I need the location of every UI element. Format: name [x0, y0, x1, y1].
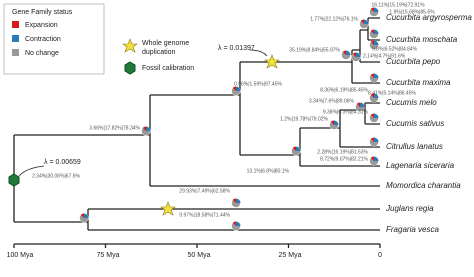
node-label: 9.8%|6.52%|84.84% — [372, 46, 418, 52]
pie-slice — [356, 52, 361, 57]
node-label: 0.96%|1.59%|97.45% — [234, 81, 282, 87]
pie-slice — [370, 113, 374, 118]
legend-swatch — [12, 49, 19, 56]
node-label: 9.38%|6.3%|84.31% — [323, 109, 369, 115]
pie-slice — [142, 126, 146, 131]
pie-slice — [360, 102, 365, 107]
legend-label: Expansion — [25, 22, 58, 29]
taxon-label: Cucurbita moschata — [386, 35, 458, 44]
taxon-label: Cucurbita pepo — [386, 57, 441, 66]
pie-slice — [374, 29, 379, 34]
legend-swatch — [12, 21, 19, 28]
pie-slice — [370, 29, 374, 34]
legend-title: Gene Family status — [12, 9, 73, 16]
axis — [13, 243, 381, 248]
node-label: 35.19%|8.84%|55.97% — [289, 47, 340, 53]
node-label: 2.14%|4.7%|91.6% — [363, 53, 406, 59]
legend-label: duplication — [142, 49, 176, 56]
pie-slice — [296, 146, 301, 151]
pie-slice — [374, 40, 379, 45]
pie-slice — [334, 120, 339, 125]
node-label: 29.93%|7.49%|62.58% — [179, 188, 230, 194]
node-label: 8.36%|6.19%|85.45% — [320, 87, 368, 93]
taxon-label: Cucumis melo — [386, 98, 437, 107]
pie-slice — [80, 213, 84, 218]
pie-slice — [370, 93, 374, 98]
axis-label: 100 Mya — [7, 252, 34, 259]
lambda-label: λ = 0.00659 — [44, 159, 81, 166]
wgd-star — [264, 54, 280, 69]
pie-slice — [374, 113, 379, 118]
pie-slice — [232, 221, 236, 226]
pie-slice — [360, 19, 364, 24]
taxon-label: Fragaria vesca — [386, 225, 439, 234]
legend-hexagon — [124, 61, 136, 75]
pie-slice — [374, 7, 379, 12]
node-label: 2.28%|16.19%|81.53% — [317, 149, 368, 155]
pie-slice — [236, 86, 241, 91]
pie-slice — [146, 126, 151, 131]
node-label: 3.34%|7.6%|89.06% — [309, 98, 355, 104]
axis-label: 0 — [378, 252, 382, 259]
pie-slice — [346, 50, 351, 55]
node-label: 1.9%|15.68%|85.6% — [389, 9, 435, 15]
taxon-label: Momordica charantia — [386, 181, 461, 190]
pie-slice — [84, 213, 89, 218]
pie-slice — [374, 137, 379, 142]
lambda-label: λ = 0.01397 — [218, 45, 255, 52]
node-label: 2.34%|30.06%|67.6% — [32, 173, 80, 179]
taxon-label: Cucumis sativus — [386, 119, 444, 128]
pie-slice — [236, 198, 241, 203]
node-label: 1.77%|22.12%|76.1% — [310, 16, 358, 22]
legend-box — [3, 3, 105, 75]
pie-slice — [370, 7, 374, 12]
legend-swatch — [12, 35, 19, 42]
pie-slice — [370, 73, 374, 78]
pie-slice — [232, 86, 236, 91]
axis-label: 75 Mya — [97, 252, 120, 259]
taxon-label: Cucurbita maxima — [386, 78, 451, 87]
arrow — [249, 49, 268, 57]
legend-label: Whole genome — [142, 40, 189, 47]
pie-slice — [292, 146, 296, 151]
legend-label: No change — [25, 50, 59, 57]
axis-label: 50 Mya — [188, 252, 211, 259]
pie-slice — [370, 156, 374, 161]
pie-slice — [330, 120, 334, 125]
legend-label: Contraction — [25, 36, 61, 43]
pie-slice — [374, 156, 379, 161]
node-label: 3.66%|17.82%|78.34% — [89, 125, 140, 131]
taxon-label: Cucurbita argyrosperma — [386, 13, 472, 22]
pie-slice — [374, 93, 379, 98]
legend: Gene Family status Expansion Contraction… — [3, 3, 194, 75]
node-label: 16.11%|15.19%|72.91% — [371, 2, 425, 8]
pie-slice — [364, 19, 369, 24]
pie-slice — [370, 40, 374, 45]
pie-slice — [370, 137, 374, 142]
wgd-star — [160, 201, 176, 216]
legend-label: Fossil calibration — [142, 65, 194, 72]
pie-slice — [356, 102, 360, 107]
arrow — [18, 165, 45, 177]
node-label: 1.2%|19.78%|79.02% — [280, 116, 328, 122]
pie-slice — [352, 52, 356, 57]
node-label: 9.97%|18.58%|71.44% — [179, 212, 230, 218]
node-label: 8.41%|5.14%|86.45% — [368, 90, 416, 96]
labels: Cucurbita argyrosperma Cucurbita moschata… — [7, 2, 473, 259]
node-label: 8.72%|9.07%|82.21% — [320, 156, 368, 162]
pie-slice — [342, 50, 346, 55]
taxon-label: Citrullus lanatus — [386, 142, 443, 151]
fossil-marker — [8, 173, 20, 187]
pie-slice — [374, 73, 379, 78]
axis-label: 25 Mya — [279, 252, 302, 259]
node-label: 13.1%|6.8%|80.1% — [247, 168, 290, 174]
legend-star — [122, 38, 138, 53]
pie-slice — [236, 221, 241, 226]
pie-slice — [232, 198, 236, 203]
taxon-label: Lagenaria siceraria — [386, 161, 455, 170]
taxon-label: Juglans regia — [385, 204, 434, 213]
